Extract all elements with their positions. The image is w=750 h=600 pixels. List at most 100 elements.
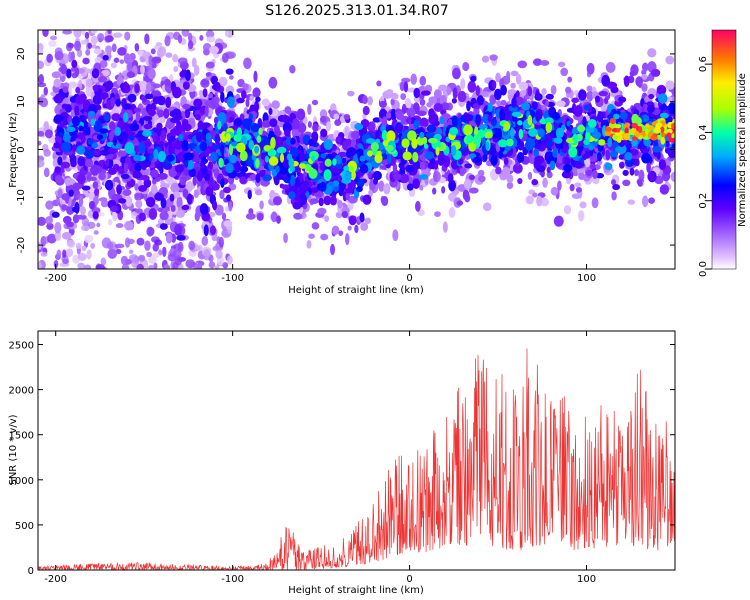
spectrogram-cell	[489, 54, 498, 61]
spectrogram-cell	[503, 121, 511, 131]
spectrogram-cell	[466, 134, 474, 144]
chart-title: S126.2025.313.01.34.R07	[265, 3, 448, 19]
spectrogram-cell	[412, 160, 421, 171]
spectrogram-cell	[107, 219, 113, 226]
spectrogram-cell	[142, 115, 153, 122]
spectrogram-cell	[69, 96, 78, 103]
spectrogram-cell	[174, 224, 183, 236]
spectrogram-cell	[233, 118, 243, 127]
spectrogram-cell	[270, 211, 278, 223]
spectrogram-cell	[136, 237, 145, 246]
spectrogram-cell	[68, 189, 74, 197]
spectrogram-cell	[532, 58, 543, 66]
spectrogram-cell	[456, 200, 464, 206]
spectrogram-cell	[141, 107, 148, 118]
spectrogram-cell	[248, 113, 253, 120]
spectrogram-cell	[272, 196, 283, 206]
spectrogram-cell	[96, 134, 104, 140]
spectrogram-cell	[458, 158, 464, 165]
spectrogram-cell	[578, 172, 585, 180]
spectrogram-cell	[222, 186, 231, 194]
spectrogram-cell	[128, 249, 134, 255]
spectrogram-cell	[134, 192, 142, 198]
spectrogram-cell	[622, 179, 631, 187]
spectrogram-cell	[150, 48, 156, 55]
spectrogram-cell	[490, 154, 498, 166]
spectrogram-cell	[66, 126, 76, 133]
spectrogram-cell	[498, 139, 508, 148]
spectrogram-cell	[517, 60, 528, 69]
spectrogram-cell	[148, 264, 155, 269]
spectrogram-cell	[120, 173, 130, 180]
spectrogram-cell	[142, 130, 152, 137]
spectrogram-cell	[552, 147, 558, 158]
spectrogram-cell	[289, 64, 296, 74]
spectrogram-cell	[172, 191, 181, 199]
spectrogram-cell	[410, 73, 417, 85]
spectrogram-cell	[665, 80, 675, 90]
spectrogram-cell	[123, 53, 131, 65]
spectrogram-cell	[583, 139, 590, 146]
spectrogram-cell	[116, 184, 122, 195]
spectrogram-cell	[155, 42, 163, 47]
spectrogram-cell	[400, 93, 407, 100]
spectrogram-cell	[114, 243, 125, 249]
spectrogram-cell	[648, 93, 655, 100]
spectrogram-cell	[383, 183, 391, 195]
spectrogram-cell	[441, 186, 446, 194]
spectrogram-cell	[157, 207, 165, 213]
spectrogram-cell	[475, 114, 482, 126]
spectrogram-cell	[227, 51, 236, 59]
spectrogram-cell	[623, 75, 630, 88]
spectrogram-cell	[150, 184, 158, 195]
spectrogram-cell	[269, 118, 278, 128]
spectrogram-cell	[374, 153, 383, 164]
spectrogram-cell	[667, 102, 675, 115]
spectrogram-cell	[463, 179, 471, 189]
spectrogram-cell	[591, 197, 599, 209]
spectrogram-cell	[274, 136, 284, 148]
spectrogram-cell	[586, 85, 593, 92]
spectrogram-cell	[72, 182, 81, 192]
spectrogram-cell	[111, 113, 121, 122]
spectrogram-cell	[81, 217, 90, 227]
spectrogram-cell	[98, 75, 108, 83]
spectrogram-cell	[205, 61, 215, 69]
spectrogram-cell	[307, 103, 312, 116]
spectrogram-cell	[395, 110, 404, 121]
spectrogram-cell	[634, 169, 640, 177]
spectrogram-cell	[218, 157, 224, 168]
spectrogram-cell	[53, 142, 61, 149]
spectrogram-cell	[87, 42, 93, 49]
spectrogram-cell	[332, 180, 340, 187]
spectrogram-cell	[390, 92, 399, 100]
spectrogram-cell	[77, 173, 86, 185]
spectrogram-cell	[75, 86, 81, 94]
spectrogram-cell	[38, 73, 45, 85]
spectrogram-cell	[283, 232, 288, 244]
spectrogram-cell	[194, 211, 200, 222]
spectrogram-cell	[381, 196, 389, 207]
spectrogram-cell	[495, 72, 501, 83]
spectrogram-cell	[607, 81, 618, 89]
spectrogram-cell	[66, 68, 72, 79]
spectrogram-cell	[451, 115, 458, 128]
spectrogram-cell	[290, 138, 296, 145]
spectrogram-cell	[507, 89, 517, 96]
spectrogram-cell	[582, 116, 587, 129]
spectrogram-cell	[163, 78, 171, 87]
spectrogram-cell	[201, 236, 209, 246]
spectrogram-cell	[614, 147, 621, 153]
spectrogram-cell	[209, 225, 217, 236]
spectrogram-cell	[85, 49, 91, 56]
spectrogram-cell	[185, 259, 196, 269]
spectrogram-cell	[239, 150, 248, 162]
spectrogram-cell	[279, 153, 285, 163]
spectrogram-cell	[77, 262, 85, 269]
spectrogram-cell	[149, 169, 159, 178]
spectrogram-cell	[298, 152, 306, 162]
spectrogram-cell	[574, 182, 582, 188]
spectrogram-cell	[441, 102, 450, 111]
spectrogram-cell	[134, 42, 140, 52]
spectrogram-cell	[125, 156, 132, 165]
